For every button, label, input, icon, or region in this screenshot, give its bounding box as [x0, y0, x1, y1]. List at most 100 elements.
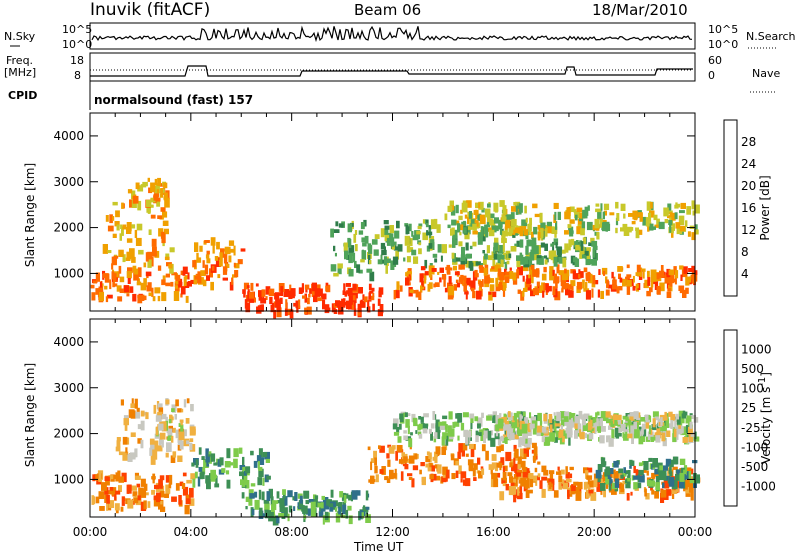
echo-cell — [293, 506, 296, 511]
echo-cell — [347, 237, 351, 248]
echo-cell — [275, 299, 281, 308]
echo-cell — [321, 495, 325, 500]
echo-cell — [437, 244, 442, 253]
echo-cell — [500, 259, 504, 268]
echo-cell — [685, 220, 688, 228]
echo-cell — [477, 235, 483, 245]
echo-cell — [99, 292, 104, 302]
echo-cell — [576, 226, 582, 235]
echo-cell — [249, 296, 254, 303]
echo-cell — [666, 291, 672, 298]
echo-cell — [150, 214, 156, 219]
echo-cell — [202, 260, 205, 268]
echo-cell — [601, 226, 605, 231]
echo-cell — [104, 273, 110, 283]
echo-cell — [451, 473, 456, 480]
echo-cell — [160, 207, 166, 212]
freq-strip-frame — [89, 52, 696, 82]
echo-cell — [221, 468, 226, 473]
echo-cell — [558, 257, 564, 264]
echo-cell — [526, 240, 532, 247]
echo-cell — [492, 411, 497, 417]
echo-cell — [187, 272, 190, 280]
echo-cell — [361, 250, 367, 260]
echo-cell — [514, 448, 519, 459]
echo-cell — [689, 421, 693, 429]
echo-cell — [117, 296, 123, 302]
echo-cell — [126, 227, 132, 234]
echo-cell — [506, 231, 511, 236]
echo-cell — [663, 473, 667, 481]
echo-cell — [429, 474, 434, 480]
echo-cell — [333, 309, 338, 314]
echo-cell — [445, 424, 448, 433]
echo-cell — [645, 414, 649, 421]
echo-cell — [672, 466, 678, 470]
echo-cell — [625, 431, 628, 438]
echo-cell — [505, 451, 512, 462]
echo-cell — [611, 489, 617, 495]
echo-cell — [571, 238, 575, 246]
echo-cell — [369, 260, 372, 265]
echo-cell — [600, 483, 606, 491]
echo-cell — [311, 282, 317, 292]
echo-cell — [166, 442, 172, 452]
echo-cell — [115, 210, 120, 218]
echo-cell — [204, 264, 209, 275]
echo-cell — [450, 454, 455, 461]
echo-cell — [664, 426, 667, 433]
echo-cell — [537, 412, 542, 422]
echo-cell — [473, 477, 477, 481]
echo-cell — [580, 241, 584, 251]
echo-cell — [540, 222, 546, 230]
echo-cell — [122, 436, 128, 445]
echo-cell — [222, 266, 228, 275]
echo-cell — [418, 242, 422, 246]
echo-cell — [189, 438, 194, 442]
echo-cell — [554, 211, 557, 221]
echo-cell — [417, 431, 422, 436]
echo-cell — [130, 410, 136, 419]
echo-cell — [539, 480, 543, 489]
echo-cell — [441, 436, 445, 446]
echo-cell — [358, 230, 364, 235]
echo-cell — [262, 477, 265, 486]
echo-cell — [273, 501, 277, 511]
echo-cell — [495, 415, 499, 424]
echo-cell — [330, 489, 334, 498]
echo-cell — [457, 451, 461, 459]
echo-cell — [351, 302, 354, 310]
echo-cell — [395, 450, 398, 461]
echo-cell — [216, 241, 220, 250]
echo-cell — [498, 420, 503, 429]
echo-cell — [666, 268, 671, 278]
echo-cell — [386, 237, 391, 246]
echo-cell — [461, 448, 465, 457]
echo-cell — [573, 209, 577, 213]
echo-cell — [206, 258, 211, 264]
echo-cell — [690, 415, 696, 419]
echo-cell — [476, 290, 482, 300]
echo-cell — [231, 277, 234, 285]
echo-cell — [193, 275, 198, 285]
echo-cell — [189, 487, 194, 498]
echo-cell — [151, 489, 155, 495]
echo-cell — [140, 439, 144, 449]
echo-cell — [497, 257, 502, 263]
echo-cell — [470, 416, 474, 423]
echo-cell — [250, 450, 254, 456]
echo-cell — [446, 432, 449, 438]
echo-cell — [529, 423, 535, 429]
echo-cell — [145, 271, 152, 277]
echo-cell — [576, 207, 583, 212]
echo-cell — [329, 502, 334, 512]
echo-cell — [554, 437, 558, 443]
echo-cell — [502, 466, 506, 474]
echo-cell — [463, 227, 467, 234]
echo-cell — [362, 506, 369, 512]
echo-cell — [685, 287, 689, 294]
echo-cell — [483, 256, 487, 265]
echo-cell — [615, 217, 619, 226]
echo-cell — [568, 226, 574, 231]
echo-cell — [498, 281, 503, 290]
